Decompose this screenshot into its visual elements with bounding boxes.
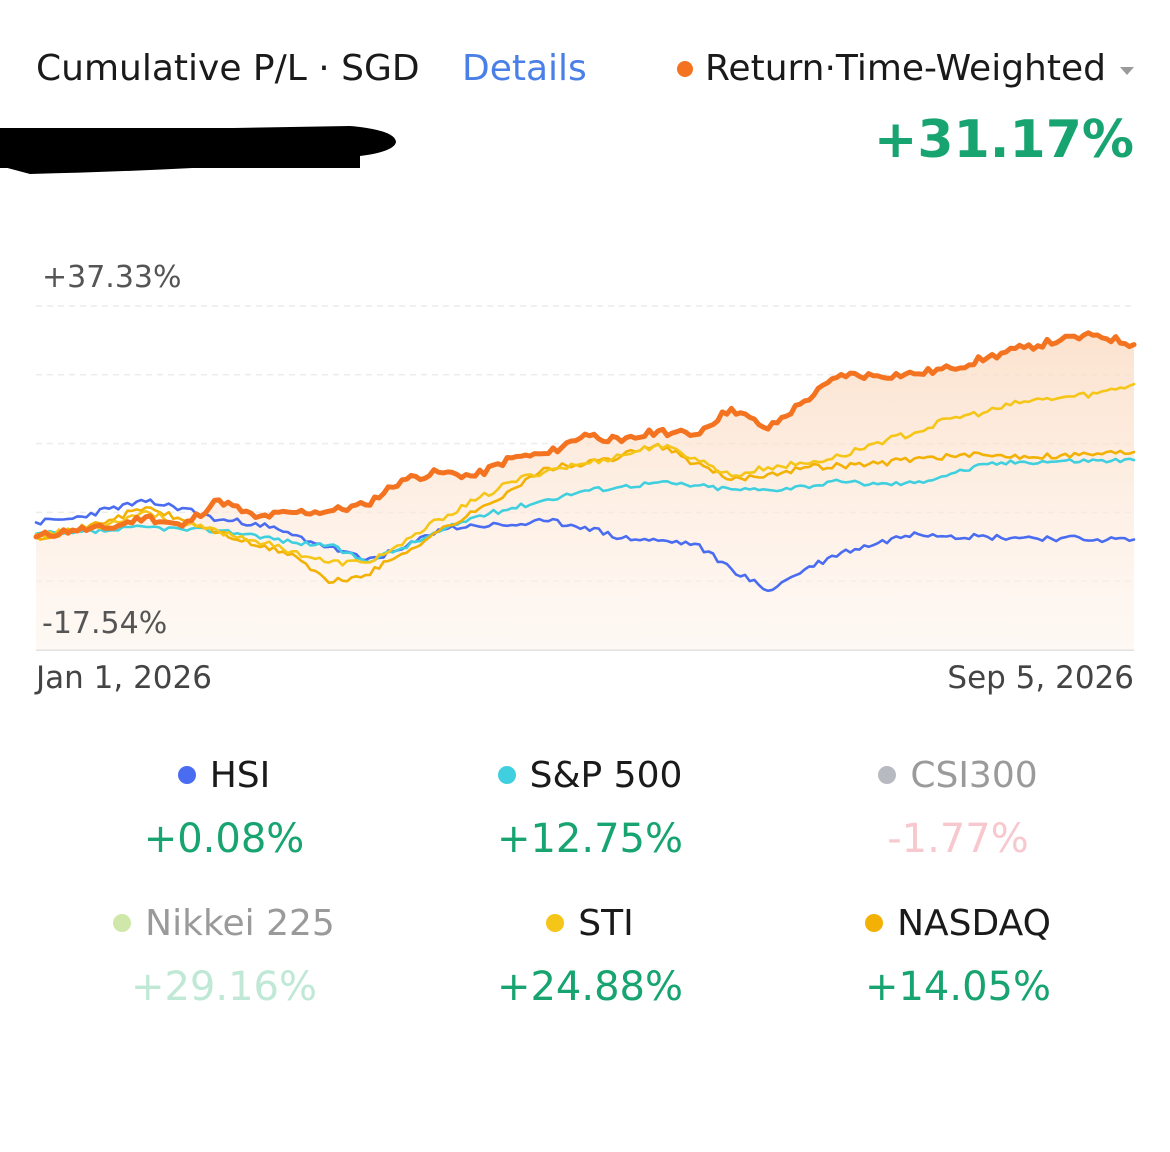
benchmark-color-dot <box>177 766 196 784</box>
details-link[interactable]: Details <box>462 48 587 89</box>
benchmark-name: S&P 500 <box>529 754 683 796</box>
benchmark-color-dot <box>878 766 897 784</box>
benchmark-return: -1.77% <box>887 816 1029 862</box>
benchmark-hsi[interactable]: HSI +0.08% <box>74 750 374 863</box>
benchmark-color-dot <box>113 914 132 932</box>
benchmark-nasdaq[interactable]: NASDAQ +14.05% <box>808 898 1108 1011</box>
benchmark-color-dot <box>865 914 884 932</box>
dropdown-caret-icon <box>1120 66 1134 75</box>
benchmark-name: HSI <box>209 754 271 796</box>
benchmark-name: NASDAQ <box>897 902 1051 944</box>
benchmark-return: +0.08% <box>143 816 305 862</box>
benchmark-return: +12.75% <box>496 816 684 862</box>
benchmark-name: Nikkei 225 <box>145 902 335 944</box>
benchmark-color-dot <box>546 914 565 932</box>
x-start-label: Jan 1, 2026 <box>36 660 212 696</box>
metric-label: Return·Time-Weighted <box>705 48 1106 89</box>
chart-title: Cumulative P/L · SGD <box>36 48 420 89</box>
benchmark-return: +24.88% <box>496 964 684 1010</box>
y-min-label: -17.54% <box>42 606 168 641</box>
benchmark-sp500[interactable]: S&P 500 +12.75% <box>440 750 740 863</box>
benchmark-color-dot <box>497 766 516 784</box>
return-chart-plot <box>33 305 1137 651</box>
series-line-portfolio <box>33 330 1137 540</box>
series-line-sti <box>34 382 1136 567</box>
benchmark-sti[interactable]: STI +24.88% <box>440 898 740 1011</box>
metric-color-dot <box>677 60 694 77</box>
redacted-amount <box>0 126 396 174</box>
chart-header: Cumulative P/L · SGD Details Return·Time… <box>36 48 1134 98</box>
return-chart: +37.33% -17.54% Jan 1, 2026 Sep 5, 2026 <box>0 250 1170 710</box>
y-max-label: +37.33% <box>42 260 182 295</box>
benchmark-return: +14.05% <box>864 964 1052 1010</box>
return-metric-selector[interactable]: Return·Time-Weighted <box>677 48 1134 89</box>
series-line-hsi <box>34 498 1136 593</box>
benchmark-name: STI <box>578 902 634 944</box>
total-return-value: +31.17% <box>873 110 1134 170</box>
benchmark-csi300[interactable]: CSI300 -1.77% <box>808 750 1108 862</box>
x-end-label: Sep 5, 2026 <box>947 660 1134 696</box>
benchmark-return: +29.16% <box>130 964 318 1010</box>
benchmark-name: CSI300 <box>910 754 1038 796</box>
benchmark-nikkei225[interactable]: Nikkei 225 +29.16% <box>74 898 374 1010</box>
